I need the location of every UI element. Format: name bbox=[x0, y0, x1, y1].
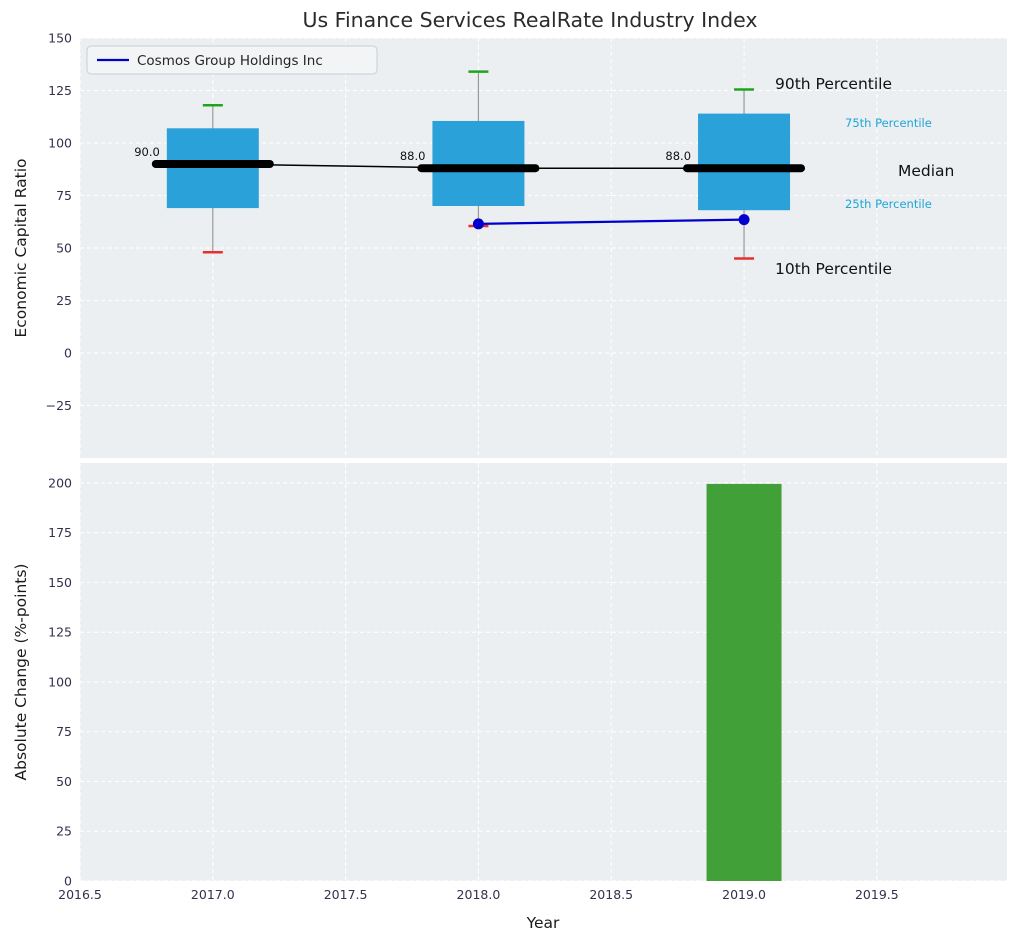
y-tick-label-top: 50 bbox=[56, 241, 72, 256]
company-marker bbox=[738, 214, 750, 226]
median-value-label: 88.0 bbox=[400, 149, 426, 163]
x-tick-label: 2018.0 bbox=[457, 887, 501, 902]
xlabel: Year bbox=[526, 914, 560, 932]
company-marker bbox=[472, 218, 484, 230]
company-line bbox=[478, 218, 745, 225]
y-tick-label-bottom: 0 bbox=[64, 874, 72, 889]
annotation-median: Median bbox=[898, 162, 954, 180]
bottom-ylabel: Absolute Change (%-points) bbox=[12, 564, 30, 781]
y-tick-label-top: −25 bbox=[46, 398, 72, 413]
annotation-25th-percentile: 25th Percentile bbox=[845, 197, 932, 211]
x-tick-label: 2017.0 bbox=[191, 887, 235, 902]
y-tick-label-bottom: 25 bbox=[56, 824, 72, 839]
x-tick-label: 2016.5 bbox=[58, 887, 102, 902]
y-tick-label-top: 100 bbox=[48, 136, 72, 151]
legend-box bbox=[86, 45, 378, 75]
box-iqr bbox=[166, 128, 259, 209]
legend: Cosmos Group Holdings Inc bbox=[86, 45, 378, 75]
y-tick-label-top: 25 bbox=[56, 293, 72, 308]
annotation-90th-percentile: 90th Percentile bbox=[775, 75, 892, 93]
y-tick-label-top: 0 bbox=[64, 346, 72, 361]
x-tick-label: 2018.5 bbox=[589, 887, 633, 902]
x-tick-label: 2017.5 bbox=[324, 887, 368, 902]
chart-title: Us Finance Services RealRate Industry In… bbox=[302, 8, 757, 32]
change-bar bbox=[706, 483, 782, 881]
y-tick-label-top: 125 bbox=[48, 83, 72, 98]
box-iqr bbox=[698, 113, 791, 211]
y-tick-label-bottom: 150 bbox=[48, 575, 72, 590]
x-tick-label: 2019.5 bbox=[855, 887, 899, 902]
box-iqr bbox=[432, 120, 525, 206]
annotation-10th-percentile: 10th Percentile bbox=[775, 260, 892, 278]
chart-layers: 2016.5 2017.0 2017.5 2018.0 2018.5 2019.0 2019… bbox=[46, 31, 1007, 902]
annotation-75th-percentile: 75th Percentile bbox=[845, 116, 932, 130]
legend-label: Cosmos Group Holdings Inc bbox=[137, 53, 323, 69]
y-tick-label-top: 75 bbox=[56, 188, 72, 203]
y-tick-label-bottom: 50 bbox=[56, 774, 72, 789]
y-tick-label-bottom: 175 bbox=[48, 525, 72, 540]
top-ylabel: Economic Capital Ratio bbox=[12, 158, 30, 337]
x-tick-label: 2019.0 bbox=[722, 887, 766, 902]
median-value-label: 90.0 bbox=[134, 145, 160, 159]
y-tick-label-bottom: 125 bbox=[48, 625, 72, 640]
y-tick-label-bottom: 100 bbox=[48, 674, 72, 689]
median-value-label: 88.0 bbox=[665, 149, 691, 163]
y-tick-label-top: 150 bbox=[48, 31, 72, 46]
y-tick-label-bottom: 200 bbox=[48, 475, 72, 490]
bottom-plot-bg bbox=[80, 463, 1007, 881]
y-tick-label-bottom: 75 bbox=[56, 724, 72, 739]
